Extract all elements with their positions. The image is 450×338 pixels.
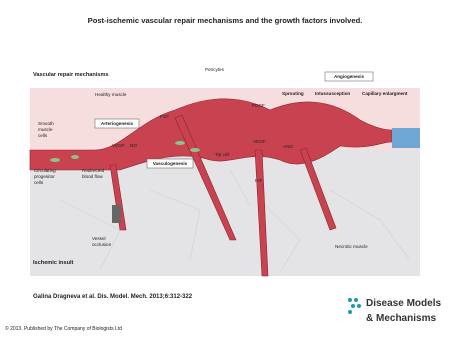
citation: Galina Dragneva et al. Dis. Model. Mech.… xyxy=(33,294,193,300)
label: Vessel xyxy=(92,236,106,241)
label: Vasculogenesis xyxy=(153,161,188,166)
label: Healthy muscle xyxy=(95,92,127,97)
vein xyxy=(392,128,420,148)
label: Necrotic muscle xyxy=(335,244,368,249)
label: cells xyxy=(34,180,44,185)
label: Redirected xyxy=(82,168,105,173)
vessels xyxy=(29,98,393,277)
label: Capillary enlargment xyxy=(362,91,408,96)
label: blood flow xyxy=(82,174,103,179)
label: VEGF xyxy=(253,139,266,144)
section-label: Vascular repair mechanisms xyxy=(33,72,109,78)
label: HIF xyxy=(255,178,263,183)
label: Pericytes xyxy=(205,67,225,72)
logo-text: & Mechanisms xyxy=(366,313,436,324)
label: occlusion xyxy=(92,242,112,247)
label: Smooth xyxy=(38,121,54,126)
section-label: Ischemic insult xyxy=(33,260,74,266)
label: Sprouting xyxy=(282,91,304,96)
copyright: © 2013. Published by The Company of Biol… xyxy=(5,325,122,332)
label-box xyxy=(94,118,140,129)
slide-title: Post-ischemic vascular repair mechanisms… xyxy=(88,16,363,25)
label: FGF xyxy=(160,114,169,119)
label-box xyxy=(324,71,374,82)
label: Intussusception xyxy=(315,91,350,96)
logo-mark xyxy=(348,298,361,314)
label: muscle xyxy=(38,127,53,132)
label-box xyxy=(146,158,194,169)
label: cells xyxy=(38,133,48,138)
occlusion-plug xyxy=(112,205,121,223)
label: VEGF xyxy=(112,143,125,148)
ischemic-zone xyxy=(30,150,420,276)
logo-text: Disease Models xyxy=(366,298,441,309)
progenitor-cells xyxy=(50,141,200,162)
label: ANG xyxy=(283,144,293,149)
label: NO xyxy=(130,143,137,148)
label: Tip cell xyxy=(215,152,229,157)
label: Circulating xyxy=(34,168,56,173)
label: progenitor xyxy=(34,174,55,179)
label: Arteriogenesis xyxy=(101,121,134,126)
label: Angiogenesis xyxy=(334,74,365,79)
label: PDGF xyxy=(252,103,265,108)
